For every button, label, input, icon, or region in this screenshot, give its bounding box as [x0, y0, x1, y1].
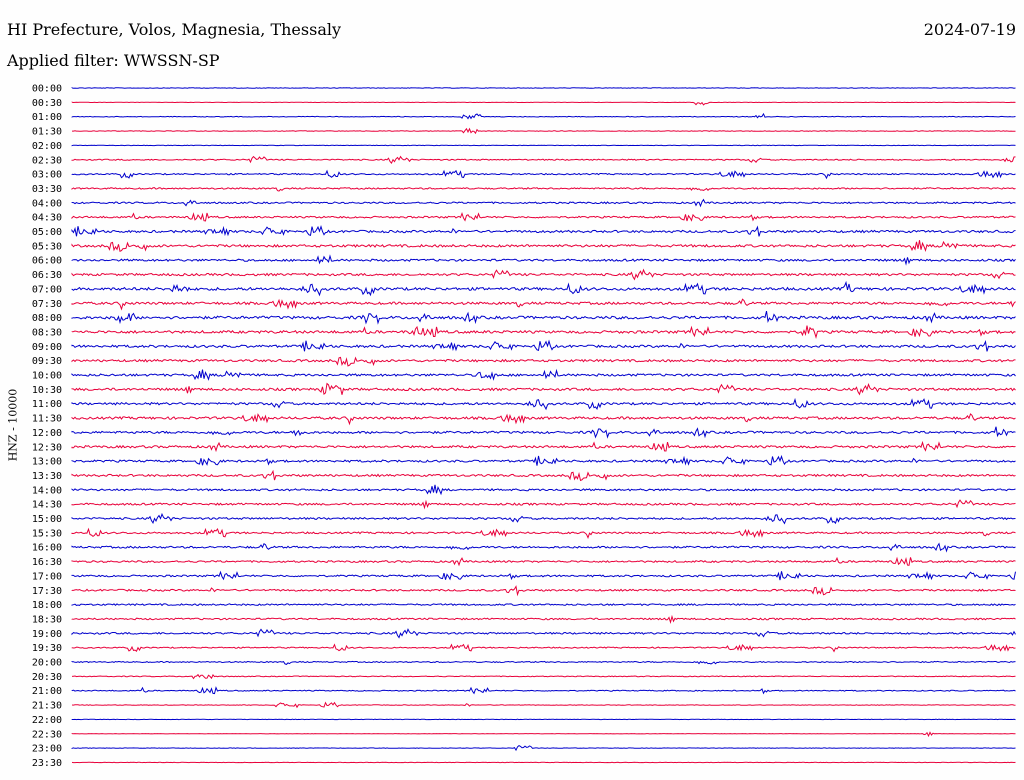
time-label: 09:30 [32, 356, 62, 367]
time-label: 23:00 [32, 744, 62, 755]
seismic-trace [71, 660, 1016, 665]
time-label: 00:30 [32, 98, 62, 109]
seismic-trace [71, 686, 1016, 695]
seismic-trace [71, 397, 1016, 411]
time-label: 12:00 [32, 428, 62, 439]
time-label: 20:00 [32, 658, 62, 669]
time-label: 00:00 [32, 84, 62, 95]
seismic-trace [71, 440, 1016, 453]
time-label: 09:00 [32, 342, 62, 353]
seismic-trace [71, 469, 1016, 482]
time-label: 15:30 [32, 528, 62, 539]
station-title: HI Prefecture, Volos, Magnesia, Thessaly [7, 20, 342, 39]
seismic-trace [71, 673, 1016, 680]
seismic-trace [71, 454, 1016, 466]
seismic-trace [71, 112, 1016, 120]
time-label: 14:00 [32, 485, 62, 496]
time-label: 20:30 [32, 672, 62, 683]
seismic-trace [71, 731, 1016, 738]
time-label: 13:30 [32, 471, 62, 482]
time-label: 04:00 [32, 198, 62, 209]
time-label: 01:30 [32, 127, 62, 138]
seismic-trace [71, 499, 1016, 510]
seismic-trace [71, 614, 1016, 624]
time-label: 12:30 [32, 442, 62, 453]
time-label: 11:00 [32, 399, 62, 410]
seismic-trace [71, 484, 1016, 496]
time-label: 07:30 [32, 299, 62, 310]
time-label: 16:30 [32, 557, 62, 568]
time-label: 05:00 [32, 227, 62, 238]
time-label: 19:00 [32, 629, 62, 640]
seismic-trace [71, 413, 1016, 426]
time-label: 23:30 [32, 758, 62, 769]
time-label: 03:00 [32, 170, 62, 181]
seismic-trace [71, 628, 1016, 639]
seismic-trace [72, 127, 1016, 135]
seismic-trace [71, 382, 1016, 396]
seismic-trace [71, 701, 1016, 709]
time-label: 21:00 [32, 686, 62, 697]
seismic-trace [71, 169, 1016, 180]
time-label: 04:30 [32, 213, 62, 224]
seismic-trace [71, 744, 1016, 752]
seismic-trace [71, 325, 1016, 340]
date-label: 2024-07-19 [923, 20, 1016, 39]
seismic-trace [71, 570, 1016, 581]
seismic-trace [71, 187, 1016, 192]
seismic-trace [71, 224, 1016, 237]
time-label: 05:30 [32, 241, 62, 252]
time-label: 21:30 [32, 701, 62, 712]
time-label: 02:30 [32, 155, 62, 166]
seismic-trace [71, 339, 1016, 352]
time-label: 02:00 [32, 141, 62, 152]
time-label: 08:00 [32, 313, 62, 324]
time-label: 22:30 [32, 729, 62, 740]
time-label: 07:00 [32, 284, 62, 295]
seismic-trace [71, 240, 1016, 253]
time-label: 10:30 [32, 385, 62, 396]
time-label: 16:00 [32, 543, 62, 554]
time-label: 06:00 [32, 256, 62, 267]
time-label: 13:00 [32, 457, 62, 468]
time-label: 19:30 [32, 643, 62, 654]
seismic-trace [71, 603, 1016, 607]
filter-label: Applied filter: WWSSN-SP [7, 51, 220, 70]
time-label: 14:30 [32, 500, 62, 511]
time-label: 17:30 [32, 586, 62, 597]
time-label: 22:00 [32, 715, 62, 726]
time-label: 10:00 [32, 371, 62, 382]
seismic-trace [71, 254, 1016, 266]
time-label: 03:30 [32, 184, 62, 195]
seismic-trace [71, 368, 1016, 381]
seismic-trace [71, 155, 1016, 164]
time-label: 01:00 [32, 112, 62, 123]
seismic-trace [71, 585, 1016, 597]
seismic-trace [71, 512, 1016, 525]
time-label: 18:00 [32, 600, 62, 611]
seismic-trace [71, 542, 1016, 553]
time-label: 08:30 [32, 327, 62, 338]
seismic-trace [71, 298, 1016, 311]
seismic-trace [71, 198, 1016, 208]
time-label: 15:00 [32, 514, 62, 525]
seismic-trace [71, 280, 1016, 297]
seismic-trace [71, 212, 1016, 222]
seismic-trace [71, 527, 1016, 539]
seismic-trace [71, 101, 1016, 106]
seismic-trace [71, 310, 1016, 325]
time-label: 18:30 [32, 614, 62, 625]
time-label: 06:30 [32, 270, 62, 281]
seismic-trace [71, 556, 1016, 567]
time-label: 11:30 [32, 414, 62, 425]
seismic-trace [71, 426, 1016, 439]
seismic-trace [71, 356, 1016, 367]
time-label: 17:00 [32, 571, 62, 582]
seismic-trace [71, 268, 1016, 281]
seismic-trace [71, 643, 1016, 653]
